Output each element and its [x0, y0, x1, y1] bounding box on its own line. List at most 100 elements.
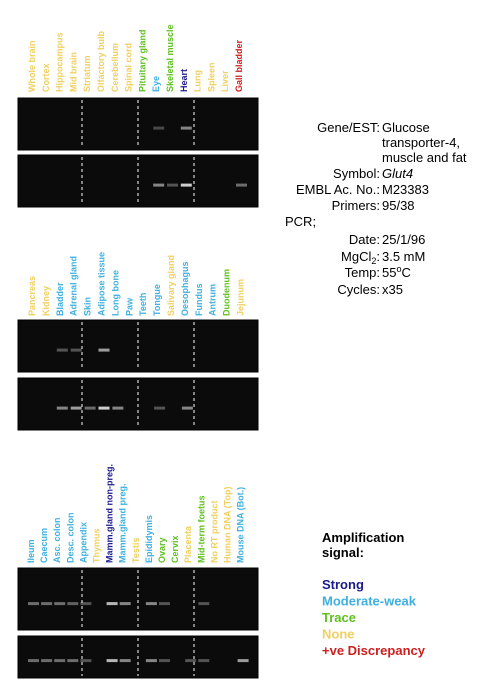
lane-label: Mouse DNA (Bot.)	[236, 487, 246, 563]
info-value: 25/1/96	[382, 232, 425, 247]
lane-label: No RT product	[209, 501, 219, 564]
subscript: 2	[371, 256, 376, 266]
gel-band	[106, 659, 118, 663]
gel-band	[154, 406, 166, 410]
info-key: Gene/EST:	[317, 120, 380, 135]
info-value: Glucose	[382, 120, 430, 135]
gel-band	[112, 406, 124, 410]
lane-label: Skeletal muscle	[165, 24, 175, 92]
gel-band	[180, 126, 192, 130]
gel-band	[153, 126, 165, 130]
gel-band	[98, 348, 110, 352]
gel-band	[70, 406, 82, 410]
lane-label: Lung	[193, 70, 203, 92]
gel-band	[41, 602, 53, 606]
lane-label: Gall bladder	[234, 39, 244, 92]
gel-band	[28, 659, 39, 663]
lane-label: Duodenum	[222, 269, 232, 316]
gel-band	[167, 183, 178, 187]
info-block: Gene/EST: Glucose transporter-4, muscle …	[285, 120, 467, 297]
info-key: Cycles:	[337, 282, 380, 297]
gel-band	[198, 602, 210, 606]
gel-band	[236, 183, 247, 187]
lane-label: Salivary gland	[166, 255, 176, 316]
gel-band	[41, 659, 53, 663]
gel-band	[145, 602, 157, 606]
lane-label: Mamm.gland preg.	[118, 483, 128, 563]
lane-label: Mamm.gland non-preg.	[105, 464, 115, 563]
lane-label: Antrum	[208, 284, 218, 316]
info-value: 3.5 mM	[382, 249, 425, 264]
gel-band	[67, 659, 79, 663]
info-key: PCR;	[285, 214, 316, 229]
lane-label: Bladder	[55, 282, 65, 316]
lane-label: Tongue	[152, 284, 162, 316]
lane-label: Placenta	[183, 525, 193, 563]
info-value: C	[401, 265, 410, 280]
lane-label: Thymus	[92, 528, 102, 563]
legend: Amplification signal: Strong Moderate-wea…	[322, 530, 426, 658]
lane-label: Caecum	[39, 528, 49, 563]
lane-label: Cervix	[170, 535, 180, 563]
gel-band	[159, 659, 170, 663]
gel-band	[28, 602, 39, 606]
gel-band	[159, 602, 170, 606]
lane-label: Cortex	[41, 63, 51, 92]
lane-label: Ileum	[26, 539, 36, 563]
gel-band	[98, 406, 110, 410]
gel-band	[119, 602, 131, 606]
legend-entry: Strong	[322, 577, 364, 592]
panel: Whole brain Cortex Hippocampus Mid brain Str…	[17, 24, 259, 208]
lane-label: Mid-term foetus	[196, 496, 206, 564]
lane-label: Adipose tissue	[97, 252, 107, 316]
lane-label: Human DNA (Top)	[223, 487, 233, 564]
lane-label: Epididymis	[144, 515, 154, 563]
gel-band	[106, 602, 118, 606]
gel-band	[70, 348, 82, 352]
gel-band	[84, 406, 96, 410]
lane-label: Olfactory bulb	[96, 30, 106, 92]
lane-label: Mid brain	[68, 52, 78, 92]
info-key: Symbol:	[333, 166, 380, 181]
gel-band	[119, 659, 131, 663]
lane-label: Striatum	[82, 55, 92, 92]
lane-label: Liver	[220, 70, 230, 92]
legend-entry: Trace	[322, 610, 356, 625]
superscript: o	[396, 264, 401, 274]
info-key: :	[376, 249, 380, 264]
lane-label: Eye	[151, 76, 161, 92]
info-key: MgCl	[341, 249, 371, 264]
info-key: MgCl2:	[341, 249, 380, 266]
lane-label: Heart	[179, 69, 189, 92]
gel-band	[54, 602, 66, 606]
lane-label: Long bone	[110, 270, 120, 316]
lane-label: Adrenal gland	[69, 256, 79, 316]
gel-band	[198, 659, 210, 663]
panel: Pancreas Kidney Bladder Adrenal gland Skin Ad…	[17, 252, 259, 431]
lane-label: Fundus	[194, 284, 204, 317]
lane-label: Paw	[124, 297, 134, 316]
lane-label: Appendix	[78, 522, 88, 563]
lane-label: Teeth	[138, 293, 148, 316]
gel-band	[54, 659, 66, 663]
lane-label: Spleen	[206, 62, 216, 92]
gel-band	[185, 659, 197, 663]
gel-band	[153, 183, 165, 187]
gel-band	[80, 659, 92, 663]
lane-label: Jejunum	[236, 279, 246, 316]
gel-band	[67, 602, 79, 606]
info-value: 55	[382, 265, 396, 280]
gel-band	[80, 602, 92, 606]
legend-title: Amplification	[322, 530, 404, 545]
gel-band	[237, 659, 249, 663]
lane-label: Whole brain	[27, 41, 37, 93]
gel-band	[181, 406, 193, 410]
lane-label: Testis	[131, 538, 141, 563]
info-value: muscle and fat	[382, 150, 467, 165]
info-value: 55oC	[382, 264, 411, 280]
gel-band	[56, 348, 68, 352]
legend-title: signal:	[322, 545, 364, 560]
lane-label: Spinal cord	[124, 43, 134, 92]
info-value: x35	[382, 282, 403, 297]
